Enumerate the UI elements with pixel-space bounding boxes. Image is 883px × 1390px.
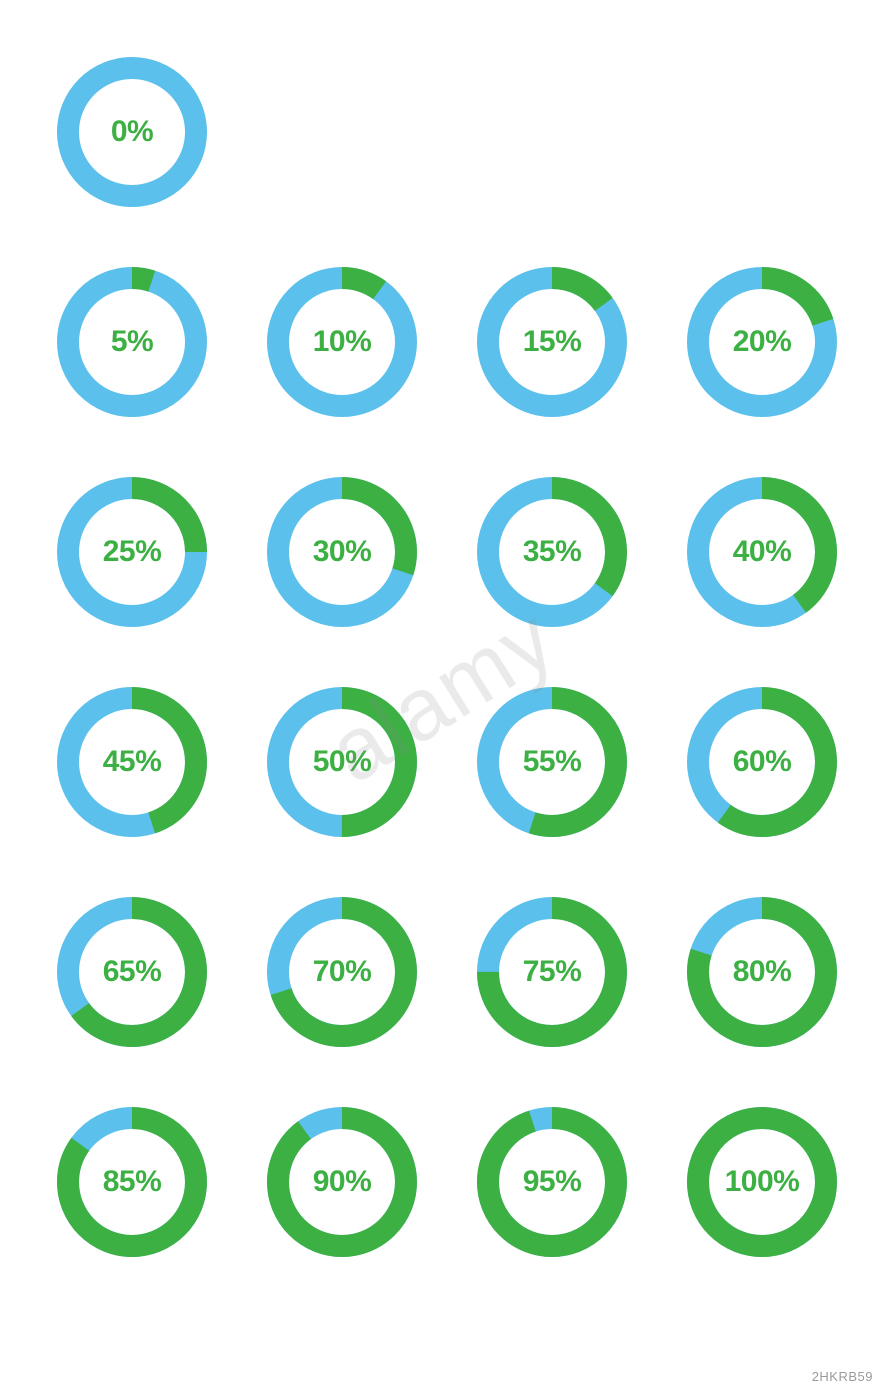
image-id-label: 2HKRB59 [812, 1369, 873, 1384]
donut-chart: 15% [477, 267, 627, 417]
donut-chart: 75% [477, 897, 627, 1047]
donut-cell: 100% [682, 1102, 842, 1262]
donut-chart: 65% [57, 897, 207, 1047]
donut-cell: 10% [262, 262, 422, 422]
donut-percent-label: 65% [57, 897, 207, 1047]
donut-chart: 90% [267, 1107, 417, 1257]
donut-percent-label: 95% [477, 1107, 627, 1257]
donut-chart: 35% [477, 477, 627, 627]
donut-chart: 30% [267, 477, 417, 627]
donut-chart: 20% [687, 267, 837, 417]
donut-cell: 70% [262, 892, 422, 1052]
donut-cell: 65% [52, 892, 212, 1052]
donut-cell: 15% [472, 262, 632, 422]
donut-percent-label: 5% [57, 267, 207, 417]
donut-cell: 60% [682, 682, 842, 842]
donut-cell: 85% [52, 1102, 212, 1262]
donut-chart: 80% [687, 897, 837, 1047]
donut-percent-label: 70% [267, 897, 417, 1047]
donut-percent-label: 0% [57, 57, 207, 207]
donut-percent-label: 45% [57, 687, 207, 837]
donut-percent-label: 60% [687, 687, 837, 837]
donut-percent-label: 15% [477, 267, 627, 417]
donut-chart: 55% [477, 687, 627, 837]
donut-cell: 5% [52, 262, 212, 422]
donut-percent-label: 10% [267, 267, 417, 417]
empty-cell [472, 52, 632, 212]
donut-cell: 90% [262, 1102, 422, 1262]
donut-cell: 20% [682, 262, 842, 422]
donut-chart: 100% [687, 1107, 837, 1257]
donut-progress-grid: 0% 5% 10% 15% 20% 25% 30% 35% 40% 45% 50% 55% 60% 65%… [0, 0, 883, 1262]
donut-percent-label: 25% [57, 477, 207, 627]
donut-cell: 30% [262, 472, 422, 632]
donut-percent-label: 75% [477, 897, 627, 1047]
donut-cell: 55% [472, 682, 632, 842]
donut-percent-label: 50% [267, 687, 417, 837]
donut-chart: 10% [267, 267, 417, 417]
donut-percent-label: 35% [477, 477, 627, 627]
donut-percent-label: 100% [687, 1107, 837, 1257]
donut-chart: 5% [57, 267, 207, 417]
donut-cell: 45% [52, 682, 212, 842]
donut-chart: 60% [687, 687, 837, 837]
donut-percent-label: 30% [267, 477, 417, 627]
donut-cell: 40% [682, 472, 842, 632]
donut-chart: 85% [57, 1107, 207, 1257]
donut-chart: 70% [267, 897, 417, 1047]
donut-cell: 25% [52, 472, 212, 632]
donut-cell: 95% [472, 1102, 632, 1262]
donut-cell: 75% [472, 892, 632, 1052]
donut-percent-label: 40% [687, 477, 837, 627]
donut-cell: 50% [262, 682, 422, 842]
donut-percent-label: 85% [57, 1107, 207, 1257]
donut-percent-label: 55% [477, 687, 627, 837]
donut-cell: 35% [472, 472, 632, 632]
empty-cell [682, 52, 842, 212]
donut-cell: 0% [52, 52, 212, 212]
donut-percent-label: 20% [687, 267, 837, 417]
donut-chart: 95% [477, 1107, 627, 1257]
donut-chart: 40% [687, 477, 837, 627]
donut-cell: 80% [682, 892, 842, 1052]
donut-chart: 50% [267, 687, 417, 837]
donut-percent-label: 90% [267, 1107, 417, 1257]
donut-chart: 45% [57, 687, 207, 837]
empty-cell [262, 52, 422, 212]
donut-chart: 25% [57, 477, 207, 627]
donut-chart: 0% [57, 57, 207, 207]
donut-percent-label: 80% [687, 897, 837, 1047]
